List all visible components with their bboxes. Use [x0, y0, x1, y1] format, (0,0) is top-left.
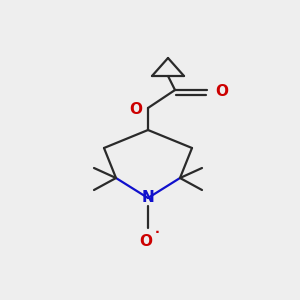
Text: O: O — [140, 234, 152, 249]
Text: O: O — [215, 85, 228, 100]
Text: O: O — [130, 103, 142, 118]
Text: ˙: ˙ — [153, 231, 161, 249]
Text: N: N — [142, 190, 154, 206]
